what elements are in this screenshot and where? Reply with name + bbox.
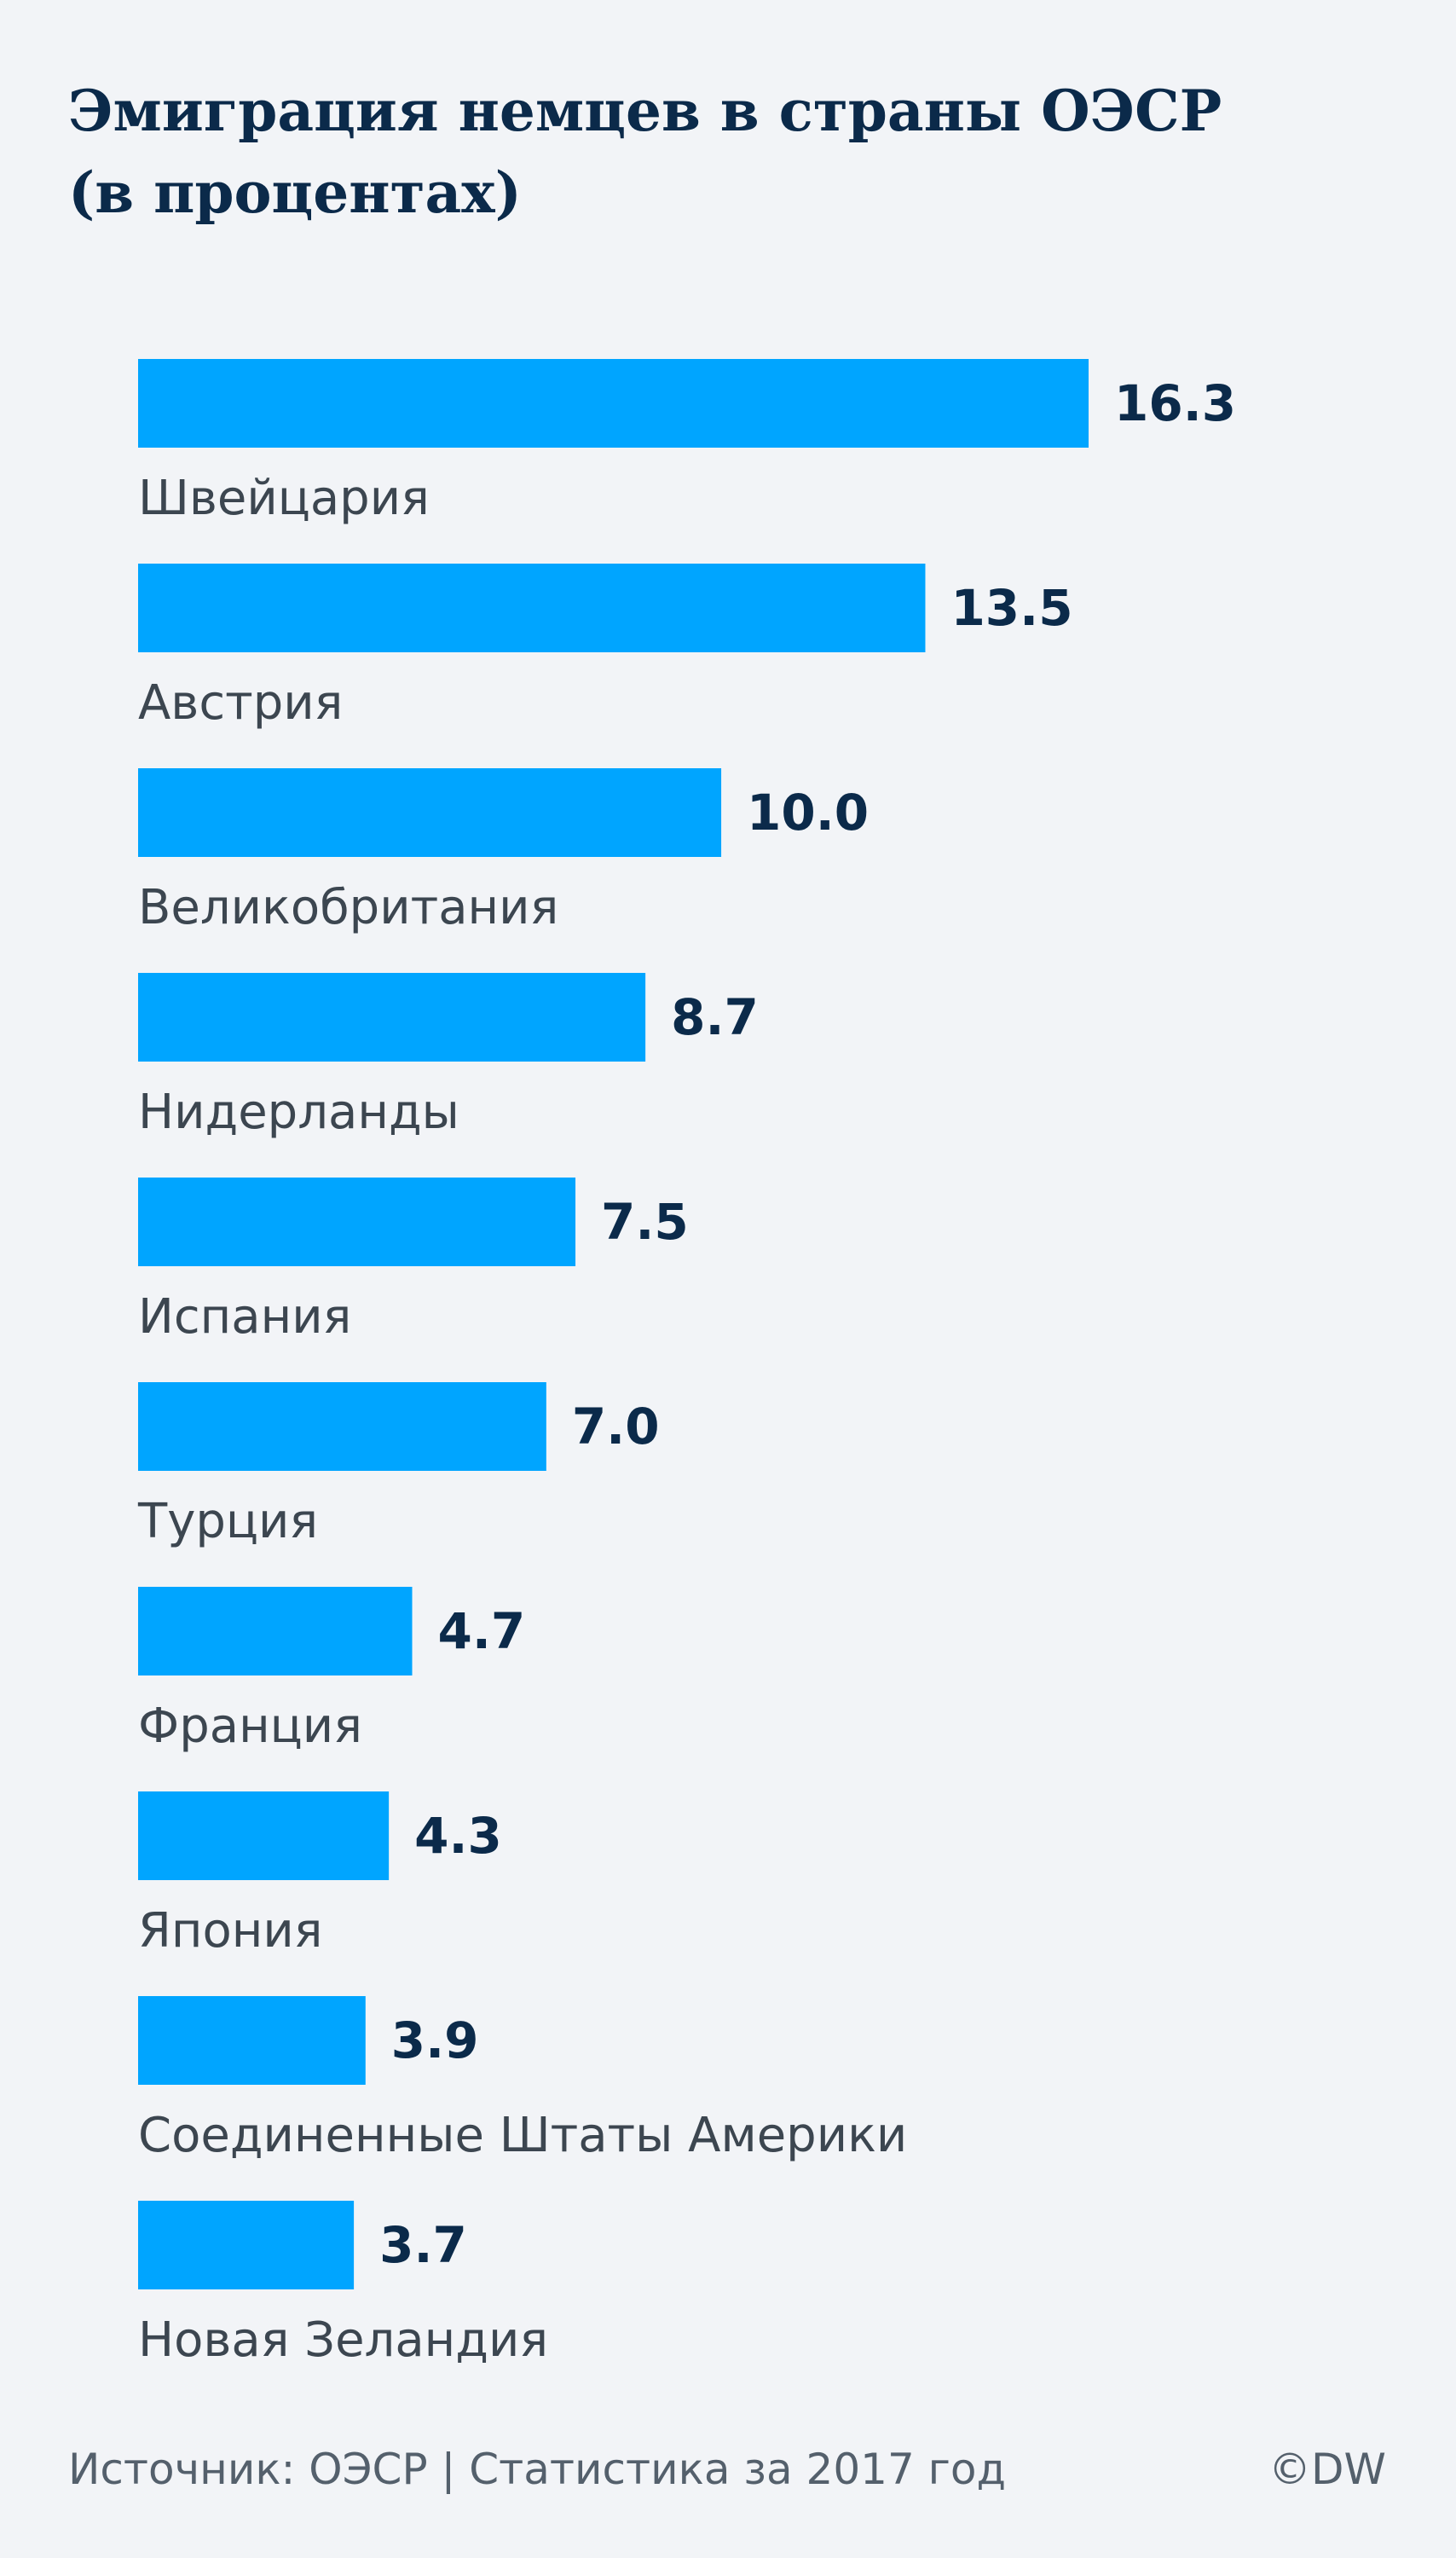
bar-group: 3.9 Соединенные Штаты Америки — [138, 1996, 907, 2163]
value-label: 7.5 — [601, 1193, 689, 1251]
bar — [138, 768, 722, 857]
value-label: 4.3 — [414, 1807, 502, 1865]
category-label: Австрия — [138, 675, 343, 731]
value-label: 10.0 — [747, 784, 869, 842]
bar-group: 8.7 Нидерланды — [138, 973, 759, 1140]
credit-label: ©DW — [1268, 2445, 1386, 2494]
bar-group: 10.0 Великобритания — [138, 768, 869, 935]
bar — [138, 1178, 576, 1266]
bar-group: 7.5 Испания — [138, 1178, 689, 1345]
value-label: 8.7 — [671, 988, 759, 1046]
bar-group: 16.3 Швейцария — [138, 359, 1236, 526]
value-label: 13.5 — [950, 579, 1072, 637]
bar — [138, 1996, 366, 2085]
bar — [138, 1791, 390, 1880]
bar — [138, 1382, 546, 1471]
bar-group: 3.7 Новая Зеландия — [138, 2201, 548, 2368]
value-label: 7.0 — [572, 1398, 660, 1456]
chart-title: Эмиграция немцев в страны ОЭСР (в процен… — [68, 78, 1222, 226]
bar — [138, 359, 1089, 448]
bar — [138, 973, 646, 1062]
bar — [138, 564, 926, 652]
value-label: 3.7 — [379, 2216, 467, 2274]
category-label: Испания — [138, 1289, 351, 1345]
bar-group: 4.3 Япония — [138, 1791, 502, 1959]
category-label: Великобритания — [138, 880, 558, 935]
category-label: Швейцария — [138, 471, 430, 526]
value-label: 16.3 — [1114, 374, 1236, 432]
bar — [138, 1587, 413, 1675]
category-label: Франция — [138, 1699, 362, 1754]
bar-group: 7.0 Турция — [137, 1382, 660, 1549]
category-label: Япония — [138, 1903, 322, 1959]
bar-group: 4.7 Франция — [138, 1587, 525, 1754]
source-note: Источник: ОЭСР | Статистика за 2017 год — [68, 2445, 1007, 2494]
value-label: 3.9 — [391, 2011, 479, 2069]
value-label: 4.7 — [438, 1602, 526, 1660]
bar-group: 13.5 Австрия — [138, 564, 1073, 731]
category-label: Турция — [137, 1494, 318, 1549]
category-label: Новая Зеландия — [138, 2312, 548, 2368]
category-label: Нидерланды — [138, 1085, 459, 1140]
category-label: Соединенные Штаты Америки — [138, 2108, 907, 2163]
bar — [138, 2201, 355, 2289]
